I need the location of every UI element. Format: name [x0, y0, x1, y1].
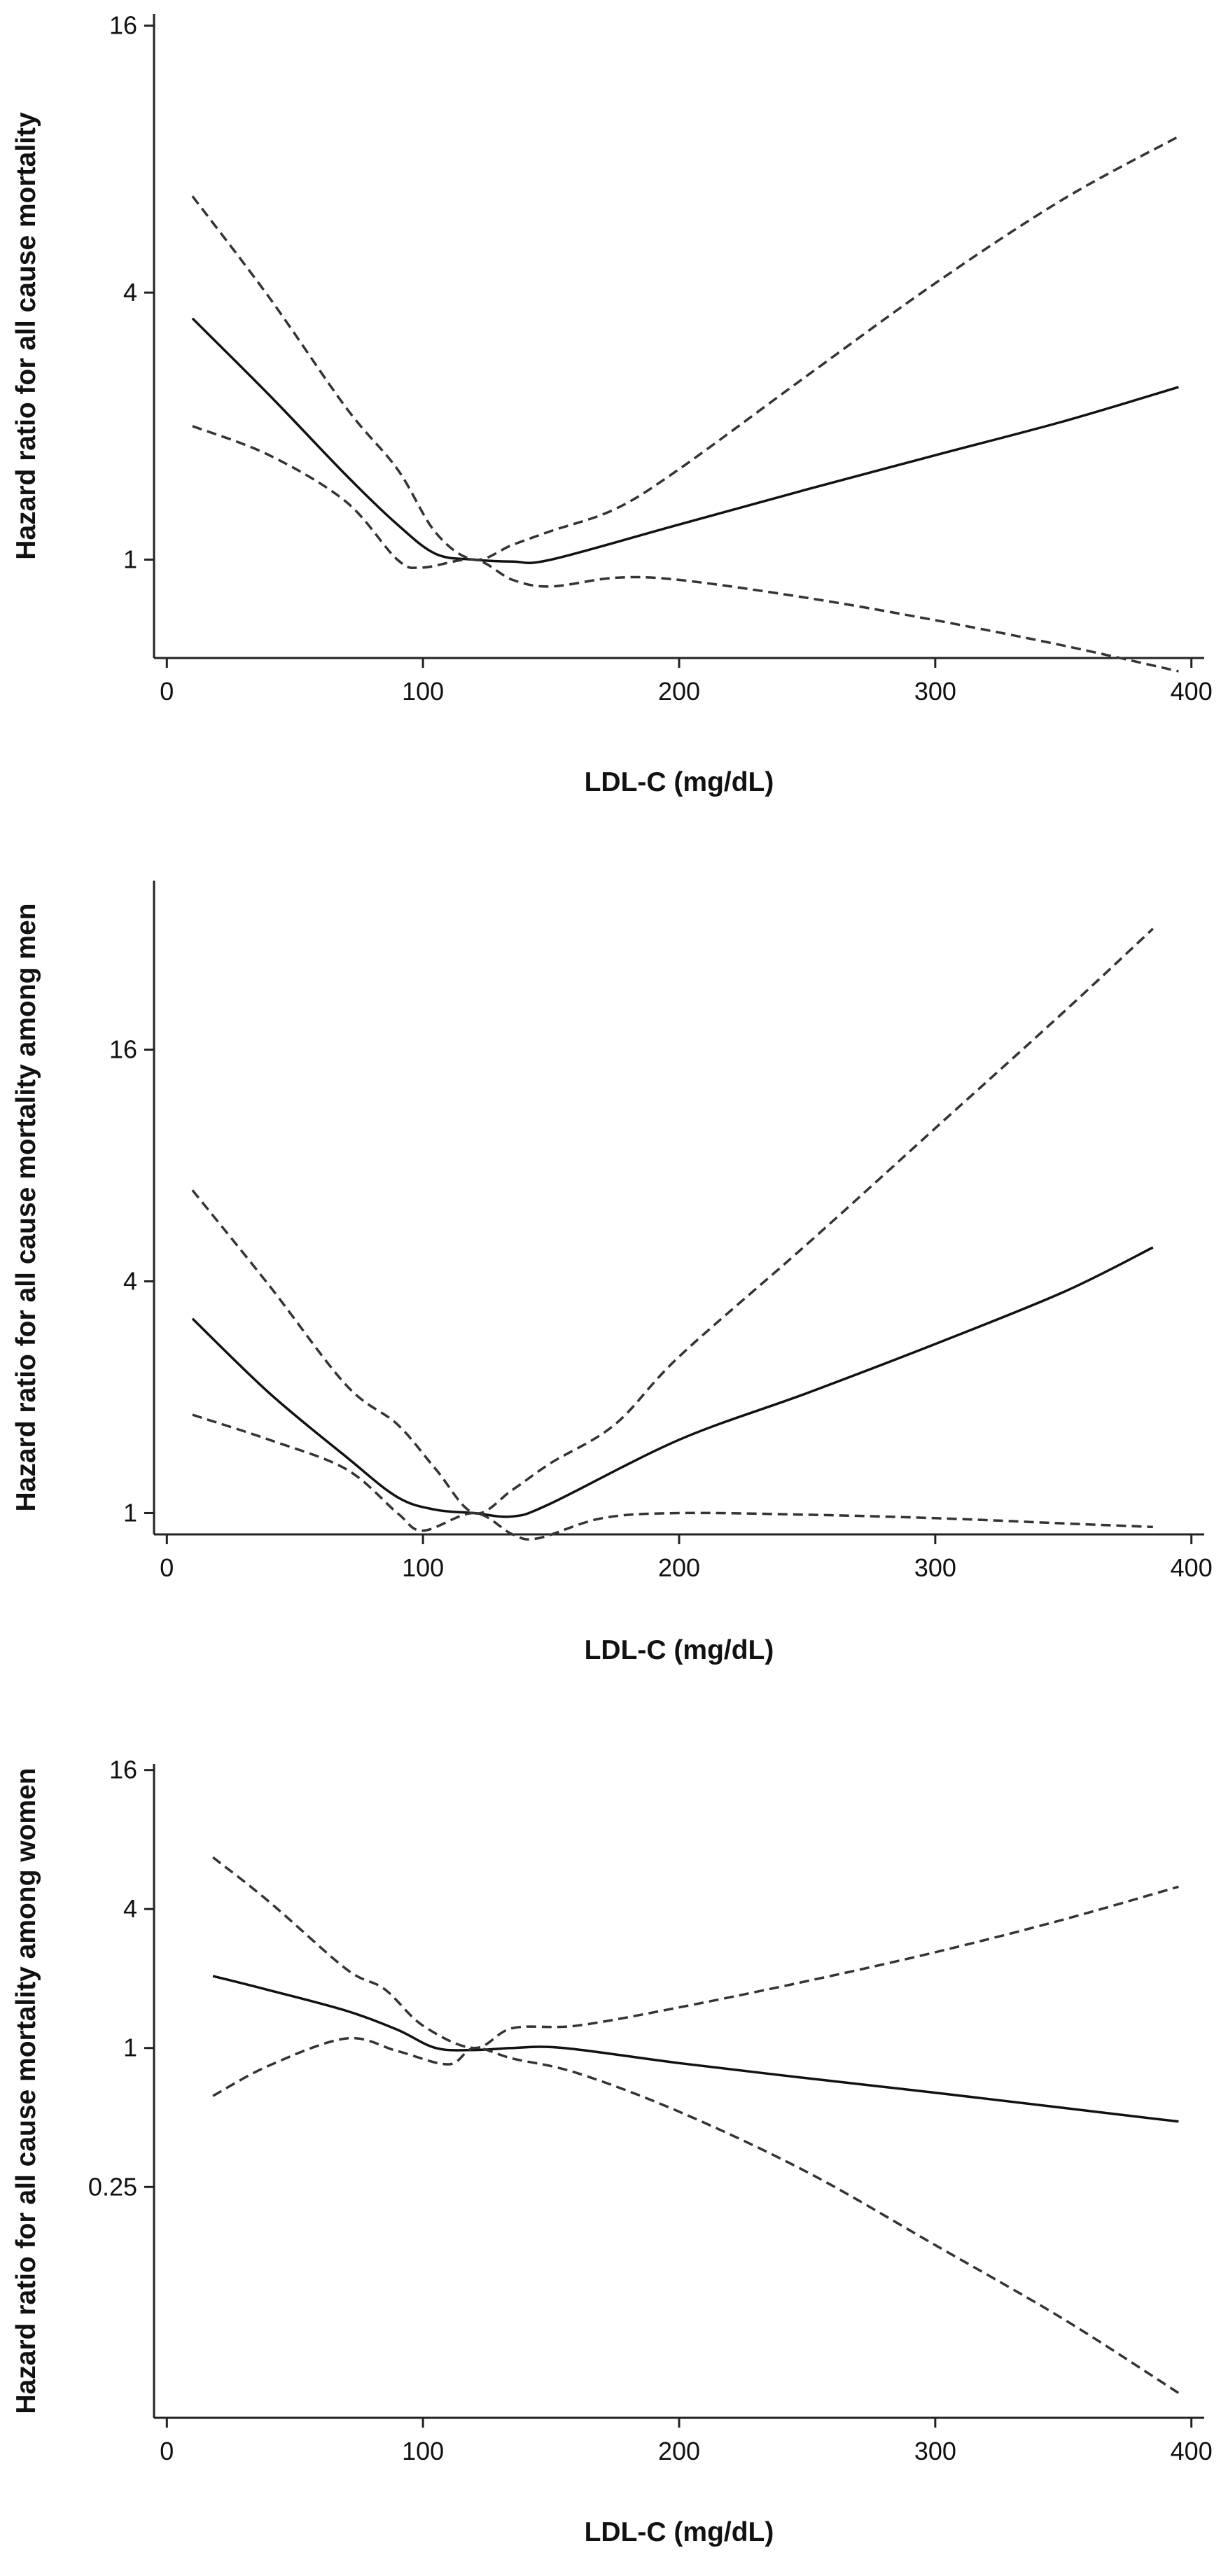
lower-95ci-line	[192, 1413, 1153, 1541]
x-tick-label: 300	[914, 677, 956, 706]
y-tick-label: 16	[109, 1756, 137, 1784]
panel-all-cause-mortality: 0 100 200 300 400 1 4 16 LDL-C (mg/dL) Hazard r…	[11, 11, 1213, 797]
x-tick-label: 100	[402, 677, 444, 706]
x-tick-label: 200	[658, 1553, 700, 1582]
x-tick-label: 0	[160, 2437, 174, 2465]
plot-area	[191, 135, 1180, 673]
x-tick-label: 100	[402, 2437, 444, 2465]
x-tick-label: 200	[658, 677, 700, 706]
x-axis-label: LDL-C (mg/dL)	[585, 767, 774, 797]
y-tick-label: 1	[123, 2033, 137, 2062]
axes: 0 100 200 300 400 1 4 16	[109, 11, 1213, 706]
axes: 0 100 200 300 400 0.25 1 4 16	[88, 1756, 1213, 2465]
hazard-ratio-line	[191, 317, 1179, 564]
upper-95ci-line	[191, 927, 1154, 1515]
x-tick-label: 0	[160, 1553, 174, 1582]
y-tick-label: 1	[123, 1498, 137, 1527]
hazard-ratio-line	[191, 1246, 1154, 1518]
upper-95ci-line	[191, 135, 1180, 561]
y-axis-label: Hazard ratio for all cause mortality amo…	[11, 903, 41, 1511]
x-axis-label: LDL-C (mg/dL)	[585, 2517, 774, 2547]
axis-labels: LDL-C (mg/dL) Hazard ratio for all cause…	[11, 1768, 774, 2547]
x-tick-label: 0	[160, 677, 174, 706]
y-tick-label: 4	[123, 1894, 137, 1923]
plot-area	[191, 927, 1154, 1541]
y-axis-label: Hazard ratio for all cause mortality	[11, 112, 41, 560]
panel-mortality-among-women: 0 100 200 300 400 0.25 1 4 16 LDL-C (mg/dL) Haza…	[11, 1756, 1213, 2547]
axis-labels: LDL-C (mg/dL) Hazard ratio for all cause…	[11, 903, 774, 1665]
plot-area	[212, 1856, 1180, 2395]
y-tick-label: 4	[123, 1267, 137, 1296]
hazard-ratio-line	[212, 1975, 1179, 2123]
y-tick-label: 16	[109, 11, 137, 40]
x-tick-label: 300	[914, 1553, 956, 1582]
y-axis-label: Hazard ratio for all cause mortality amo…	[11, 1768, 41, 2414]
x-tick-label: 100	[402, 1553, 444, 1582]
panel-mortality-among-men: 0 100 200 300 400 1 4 16 LDL-C (mg/dL) Hazard r…	[11, 881, 1213, 1665]
axes: 0 100 200 300 400 1 4 16	[109, 881, 1213, 1582]
y-tick-label: 4	[123, 278, 137, 307]
lower-95ci-line	[192, 425, 1179, 673]
x-tick-label: 200	[658, 2437, 700, 2465]
x-tick-label: 400	[1171, 677, 1213, 706]
x-tick-label: 400	[1171, 2437, 1213, 2465]
lower-95ci-line	[212, 2036, 1180, 2395]
upper-95ci-line	[212, 1856, 1179, 2050]
y-tick-label: 16	[109, 1035, 137, 1064]
x-tick-label: 400	[1171, 1553, 1213, 1582]
y-tick-label: 1	[123, 545, 137, 573]
x-tick-label: 300	[914, 2437, 956, 2465]
x-axis-label: LDL-C (mg/dL)	[585, 1635, 774, 1665]
axis-labels: LDL-C (mg/dL) Hazard ratio for all cause…	[11, 112, 774, 797]
y-tick-label: 0.25	[88, 2172, 137, 2201]
